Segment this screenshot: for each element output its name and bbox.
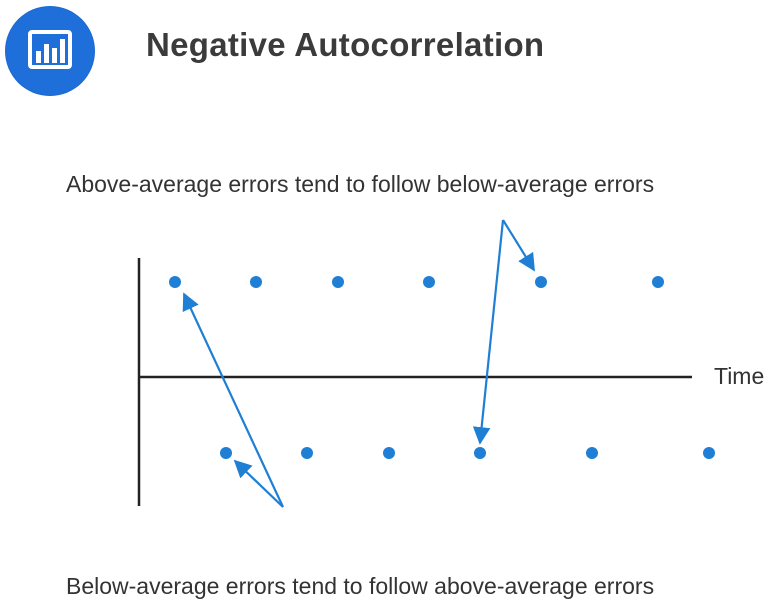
below-average-point — [586, 447, 598, 459]
above-average-point — [169, 276, 181, 288]
page-title: Negative Autocorrelation — [146, 26, 545, 63]
pointer-arrow-to-above-point — [502, 219, 535, 272]
above-average-point — [332, 276, 344, 288]
below-average-point — [383, 447, 395, 459]
above-average-point — [652, 276, 664, 288]
pointer-arrow-to-below-point — [472, 219, 505, 445]
below-average-point — [220, 447, 232, 459]
time-axis-label: Time — [714, 363, 765, 389]
top-annotation: Above-average errors tend to follow belo… — [66, 171, 655, 197]
pointer-arrow-to-above-point — [182, 292, 284, 508]
above-average-point — [423, 276, 435, 288]
above-average-point — [535, 276, 547, 288]
bar-chart-icon — [28, 30, 72, 69]
below-average-point — [474, 447, 486, 459]
logo-badge — [5, 6, 95, 96]
bottom-annotation: Below-average errors tend to follow abov… — [66, 573, 655, 599]
above-average-point — [250, 276, 262, 288]
below-average-point — [703, 447, 715, 459]
pointer-arrow-to-below-point — [233, 459, 284, 508]
below-average-point — [301, 447, 313, 459]
